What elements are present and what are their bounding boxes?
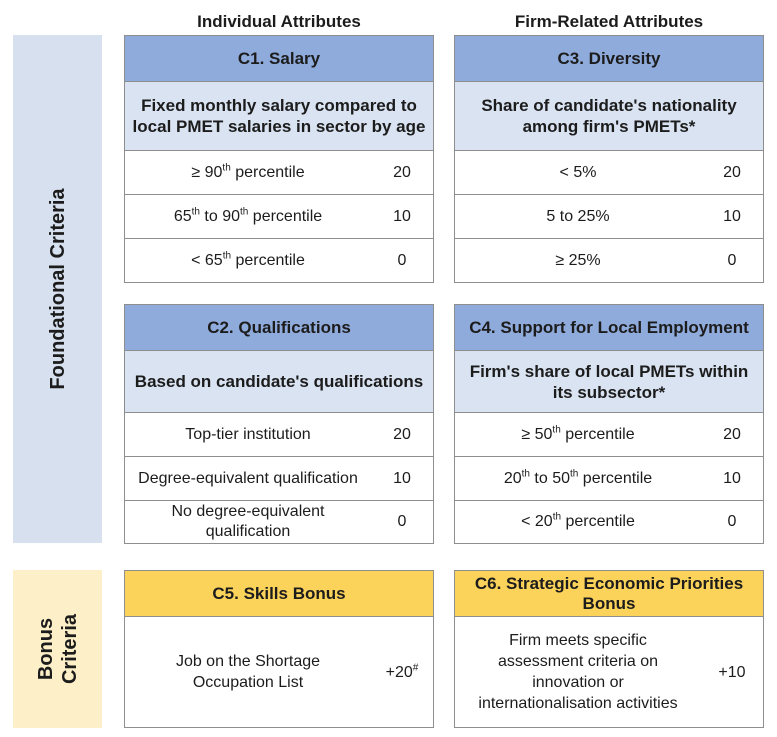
- table-row: No degree-equivalent qualification 0: [125, 501, 433, 543]
- c2-row-label: No degree-equivalent qualification: [171, 503, 325, 540]
- foundational-criteria-band: Foundational Criteria: [13, 35, 102, 543]
- c1-title: C1. Salary: [125, 36, 433, 82]
- c1-subtitle: Fixed monthly salary compared to local P…: [125, 82, 433, 151]
- individual-attributes-heading: Individual Attributes: [197, 12, 361, 31]
- c3-diversity-card: C3. Diversity Share of candidate's natio…: [454, 35, 764, 283]
- c2-qualifications-card: C2. Qualifications Based on candidate's …: [124, 304, 434, 544]
- c4-row-label: < 20th percentile: [521, 511, 635, 530]
- c4-row-label: ≥ 50th percentile: [521, 424, 635, 443]
- c5-title: C5. Skills Bonus: [125, 571, 433, 617]
- c4-row-label: 20th to 50th percentile: [503, 468, 653, 487]
- c2-title: C2. Qualifications: [125, 305, 433, 351]
- c5-skills-bonus-card: C5. Skills Bonus Job on the Shortage Occ…: [124, 570, 434, 728]
- table-row: ≥ 50th percentile 20: [455, 413, 763, 457]
- c2-subtitle: Based on candidate's qualifications: [125, 351, 433, 413]
- c6-body: Firm meets specific assessment criteria …: [455, 617, 763, 727]
- c6-points: +10: [718, 663, 746, 681]
- c3-row-points: 0: [727, 251, 737, 269]
- c5-points: +20#: [385, 662, 419, 681]
- c5-body: Job on the Shortage Occupation List +20#: [125, 617, 433, 727]
- c4-title: C4. Support for Local Employment: [455, 305, 763, 351]
- c4-subtitle: Firm's share of local PMETs within its s…: [455, 351, 763, 413]
- c3-row-label: < 5%: [559, 163, 597, 181]
- c2-row-label: Degree-equivalent qualification: [138, 469, 358, 487]
- table-row: Degree-equivalent qualification 10: [125, 457, 433, 501]
- bonus-label-line1: Bonus: [34, 617, 57, 681]
- c1-row-label: ≥ 90th percentile: [191, 162, 305, 181]
- c1-row-label: < 65th percentile: [191, 250, 305, 269]
- firm-attributes-heading: Firm-Related Attributes: [514, 12, 704, 31]
- c2-row-points: 0: [397, 513, 407, 530]
- c4-row-points: 20: [723, 425, 741, 443]
- table-row: 20th to 50th percentile 10: [455, 457, 763, 501]
- c1-row-points: 0: [397, 251, 407, 269]
- c6-label: Firm meets specific assessment criteria …: [478, 632, 678, 712]
- bonus-criteria-band: Bonus Criteria: [13, 570, 102, 728]
- c1-row-points: 20: [393, 163, 411, 181]
- c1-row-label: 65th to 90th percentile: [173, 206, 323, 225]
- c1-row-points: 10: [393, 207, 411, 225]
- table-row: ≥ 25% 0: [455, 239, 763, 282]
- c6-strategic-bonus-card: C6. Strategic Economic Priorities Bonus …: [454, 570, 764, 728]
- c6-title: C6. Strategic Economic Priorities Bonus: [455, 571, 763, 617]
- table-row: 65th to 90th percentile 10: [125, 195, 433, 239]
- table-row: < 65th percentile 0: [125, 239, 433, 282]
- c4-row-points: 10: [723, 469, 741, 487]
- c2-row-points: 10: [393, 469, 411, 487]
- c3-subtitle: Share of candidate's nationality among f…: [455, 82, 763, 151]
- c3-row-points: 10: [723, 207, 741, 225]
- c2-row-points: 20: [393, 425, 411, 443]
- c4-local-employment-card: C4. Support for Local Employment Firm's …: [454, 304, 764, 544]
- c3-row-label: ≥ 25%: [555, 251, 601, 269]
- table-row: ≥ 90th percentile 20: [125, 151, 433, 195]
- c3-title: C3. Diversity: [455, 36, 763, 82]
- c1-salary-card: C1. Salary Fixed monthly salary compared…: [124, 35, 434, 283]
- c4-row-points: 0: [727, 513, 737, 530]
- bonus-label-line2: Criteria: [58, 613, 81, 685]
- bonus-criteria-label: Bonus Criteria: [34, 614, 82, 684]
- c5-label: Job on the Shortage Occupation List: [175, 653, 321, 691]
- c3-row-label: 5 to 25%: [546, 207, 610, 225]
- table-row: Top-tier institution 20: [125, 413, 433, 457]
- table-row: 5 to 25% 10: [455, 195, 763, 239]
- table-row: < 20th percentile 0: [455, 501, 763, 543]
- c3-row-points: 20: [723, 163, 741, 181]
- table-row: < 5% 20: [455, 151, 763, 195]
- c2-row-label: Top-tier institution: [185, 425, 311, 443]
- foundational-criteria-label: Foundational Criteria: [46, 188, 69, 390]
